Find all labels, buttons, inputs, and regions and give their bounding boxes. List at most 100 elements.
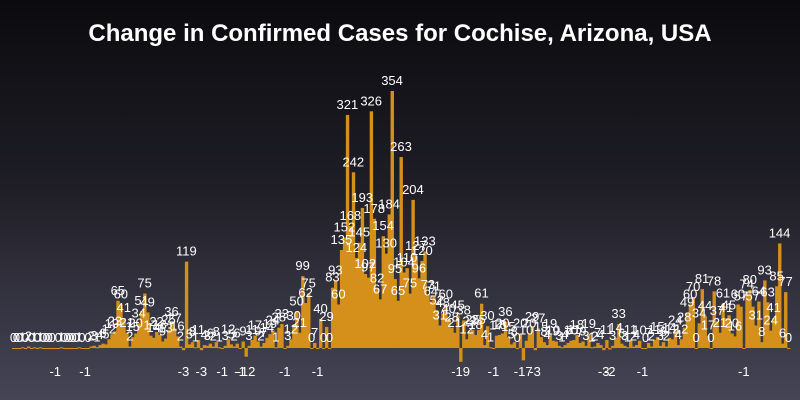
bar bbox=[122, 318, 126, 348]
data-label: 61 bbox=[716, 286, 730, 301]
bar bbox=[387, 214, 391, 348]
data-label: 7 bbox=[645, 325, 652, 340]
data-label: 2 bbox=[630, 329, 637, 344]
bar bbox=[205, 345, 210, 348]
data-label: 11 bbox=[245, 322, 259, 337]
bar bbox=[581, 341, 585, 348]
bar bbox=[703, 316, 707, 348]
data-label: 5 bbox=[227, 326, 234, 341]
bar bbox=[265, 337, 269, 348]
bar bbox=[193, 347, 198, 349]
data-label: 193 bbox=[351, 190, 373, 205]
bar bbox=[339, 249, 344, 348]
data-label: 3 bbox=[222, 328, 229, 343]
data-label: 61 bbox=[474, 286, 488, 301]
data-label: 4 bbox=[633, 327, 640, 342]
data-label: 71 bbox=[427, 278, 441, 293]
data-label: -19 bbox=[451, 364, 470, 379]
bar bbox=[706, 335, 710, 348]
bar bbox=[563, 345, 567, 348]
data-label: 50 bbox=[289, 294, 303, 309]
bar bbox=[44, 348, 49, 349]
bar bbox=[274, 347, 278, 349]
data-label: 130 bbox=[375, 236, 397, 251]
data-label: 2 bbox=[210, 329, 217, 344]
data-label: 2 bbox=[648, 329, 655, 344]
data-label: 0 bbox=[692, 330, 699, 345]
bar bbox=[381, 236, 385, 348]
data-label: 2 bbox=[126, 329, 133, 344]
data-label: 70 bbox=[686, 279, 700, 294]
bar bbox=[253, 335, 257, 348]
bar bbox=[208, 343, 213, 348]
data-label: 0 bbox=[40, 330, 47, 345]
data-label: 6 bbox=[618, 326, 625, 341]
data-label: 326 bbox=[360, 93, 382, 108]
data-label: 354 bbox=[381, 73, 403, 88]
bar bbox=[640, 348, 645, 349]
bar bbox=[700, 289, 704, 348]
data-label: 5 bbox=[102, 326, 109, 341]
data-label: 15 bbox=[125, 319, 139, 334]
bar bbox=[175, 336, 180, 348]
data-label: 36 bbox=[164, 304, 178, 319]
data-label: 0 bbox=[78, 330, 85, 345]
data-label: 80 bbox=[743, 272, 757, 287]
data-label: 1 bbox=[624, 329, 631, 344]
data-label: 41 bbox=[719, 300, 733, 315]
data-label: 0 bbox=[67, 330, 74, 345]
data-label: 12 bbox=[459, 321, 473, 336]
bar bbox=[20, 347, 25, 349]
bar bbox=[575, 334, 579, 348]
data-label: 7 bbox=[311, 325, 318, 340]
data-label: 29 bbox=[525, 309, 539, 324]
bar bbox=[172, 328, 177, 348]
data-label: 9 bbox=[552, 323, 559, 338]
bar bbox=[119, 304, 123, 348]
bar bbox=[301, 276, 305, 348]
data-label: 85 bbox=[769, 268, 783, 283]
bar bbox=[784, 292, 788, 348]
data-label: -3 bbox=[598, 364, 610, 379]
bar bbox=[655, 337, 660, 348]
bar bbox=[405, 268, 409, 348]
data-label: 37 bbox=[710, 303, 724, 318]
data-label: 9 bbox=[579, 323, 586, 338]
bar bbox=[256, 341, 260, 348]
data-label: 11 bbox=[648, 322, 662, 337]
bar bbox=[515, 348, 520, 349]
data-label: 12 bbox=[665, 321, 679, 336]
bar bbox=[107, 339, 111, 348]
bar bbox=[322, 348, 326, 349]
data-label: 110 bbox=[397, 250, 418, 265]
data-label: 25 bbox=[471, 312, 485, 327]
data-label: 99 bbox=[295, 258, 309, 273]
bar bbox=[432, 296, 436, 348]
bar bbox=[715, 321, 719, 348]
data-label: 11 bbox=[192, 322, 206, 337]
data-label: 3 bbox=[555, 328, 562, 343]
data-label: 60 bbox=[683, 286, 697, 301]
bar bbox=[787, 348, 791, 349]
bar bbox=[506, 337, 511, 348]
bar bbox=[566, 342, 570, 348]
data-label: 1 bbox=[216, 329, 223, 344]
data-label: 49 bbox=[680, 294, 694, 309]
bar bbox=[29, 348, 34, 349]
data-label: 60 bbox=[114, 286, 128, 301]
data-label: 184 bbox=[378, 196, 400, 211]
bar bbox=[393, 279, 397, 348]
data-label: 23 bbox=[108, 313, 122, 328]
data-label: -1 bbox=[637, 364, 649, 379]
bar bbox=[232, 346, 236, 348]
data-label: 6 bbox=[99, 326, 106, 341]
bar bbox=[649, 346, 654, 348]
data-label: 49 bbox=[140, 294, 154, 309]
bar bbox=[530, 326, 535, 348]
data-label: 77 bbox=[778, 274, 792, 289]
data-label: 15 bbox=[534, 319, 548, 334]
data-label: 17 bbox=[143, 318, 157, 333]
bar bbox=[554, 341, 558, 348]
data-label: 7 bbox=[260, 325, 267, 340]
bar bbox=[599, 345, 603, 348]
